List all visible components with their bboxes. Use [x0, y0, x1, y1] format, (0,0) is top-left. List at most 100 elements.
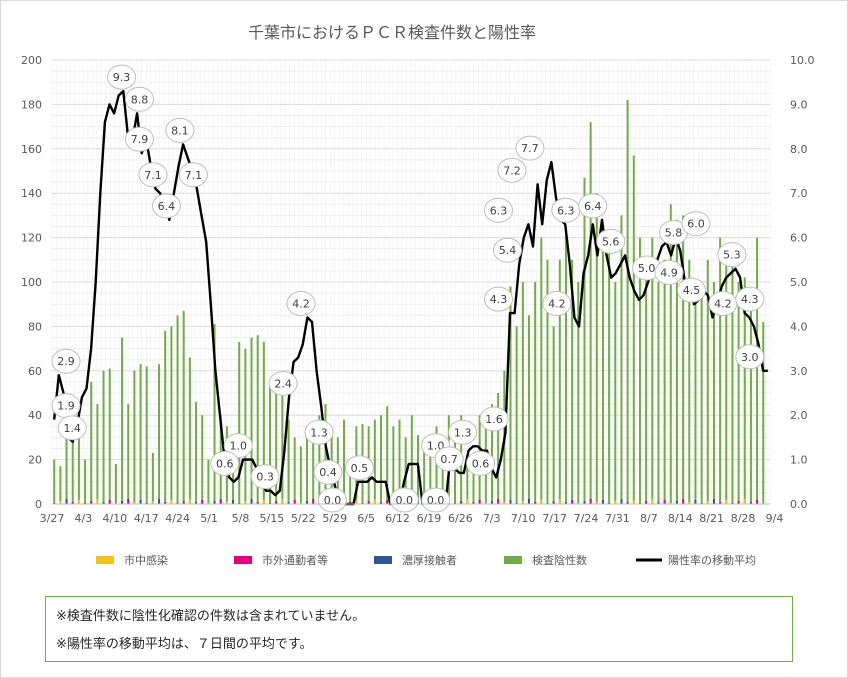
data-label-text: 1.0 [229, 440, 247, 453]
y2-tick-label: 10.0 [790, 54, 815, 67]
x-tick-label: 7/31 [605, 512, 630, 525]
x-tick-label: 7/17 [542, 512, 567, 525]
bar-positive [706, 501, 709, 504]
bar-positive [509, 500, 512, 504]
bar-negative [540, 237, 543, 504]
data-label-bubble [735, 286, 765, 312]
legend: 市中感染 市外通勤者等 濃厚接触者 検査陰性数 陽性率の移動平均 [96, 553, 756, 567]
bar-negative [688, 259, 691, 504]
bar-positive [583, 501, 586, 504]
data-label-bubble [304, 419, 334, 445]
bar-negative [743, 277, 746, 504]
y-tick-label: 140 [21, 187, 42, 200]
data-label-bubble [492, 237, 522, 263]
bar-positive [657, 502, 660, 504]
bar-positive [133, 502, 136, 504]
bar-positive [213, 501, 216, 504]
bar-positive [756, 500, 759, 504]
bar-negative [293, 437, 296, 504]
data-label-bubble [268, 370, 298, 396]
bar-negative [552, 326, 555, 504]
bar-positive [595, 502, 598, 504]
data-label-bubble [107, 64, 137, 90]
bar-negative [71, 399, 74, 504]
bar-positive [380, 502, 383, 504]
y2-tick-label: 8.0 [790, 143, 808, 156]
bar-positive [527, 499, 530, 504]
bar-negative [694, 282, 697, 504]
bar-positive [256, 502, 259, 504]
bar-negative [281, 381, 284, 504]
bar-positive [250, 499, 253, 504]
bar-negative [84, 459, 87, 504]
bar-positive [497, 499, 500, 504]
bar-positive [170, 500, 173, 504]
bar-negative [145, 366, 148, 504]
data-label-bubble [676, 277, 706, 303]
bar-positive [503, 502, 506, 504]
x-tick-label: 4/24 [165, 512, 190, 525]
bar-positive [645, 501, 648, 504]
bar-positive [490, 501, 493, 504]
data-label-text: 1.4 [63, 422, 81, 435]
bar-positive [219, 499, 222, 504]
data-label-text: 6.4 [584, 200, 602, 213]
x-tick-label: 6/19 [417, 512, 442, 525]
bar-negative [398, 419, 401, 504]
bar-positive [749, 502, 752, 504]
bar-positive [626, 502, 629, 504]
data-label-text: 7.1 [144, 169, 162, 182]
data-label-text: 4.3 [490, 293, 508, 306]
pcr-chart: 千葉市におけるＰＣＲ検査件数と陽性率 2.9 1.9 1.4 9.38.8 7.9 7.1… [21, 23, 815, 567]
bar-negative [207, 459, 210, 504]
bar-negative [712, 282, 715, 504]
data-label-text: 7.9 [131, 133, 149, 146]
data-label-text: 1.3 [454, 426, 472, 439]
data-label-bubble [344, 455, 374, 481]
y2-tick-label: 9.0 [790, 98, 808, 111]
data-label-bubble [151, 193, 181, 219]
bar-negative [558, 259, 561, 504]
bar-positive [651, 499, 654, 504]
bar-negative [262, 341, 265, 504]
data-label-bubble [578, 193, 608, 219]
bar-positive [262, 500, 265, 504]
bar-positive [725, 500, 728, 504]
bar-positive [102, 502, 105, 504]
bar-negative [121, 337, 124, 504]
x-tick-label: 7/10 [511, 512, 536, 525]
x-tick-label: 8/21 [699, 512, 724, 525]
data-label-bubble [681, 211, 711, 237]
x-tick-label: 4/10 [102, 512, 127, 525]
data-label-bubble [542, 291, 572, 317]
bar-positive [694, 500, 697, 504]
bar-negative [632, 155, 635, 504]
x-tick-label: 8/7 [640, 512, 658, 525]
legend-swatch [374, 556, 392, 564]
bar-negative [669, 204, 672, 505]
bar-negative [645, 259, 648, 504]
data-label-bubble [596, 228, 626, 254]
data-label-bubble [484, 197, 514, 223]
bar-positive [472, 502, 475, 504]
bar-negative [59, 466, 62, 504]
bar-negative [269, 381, 272, 504]
bar-negative [429, 446, 432, 504]
bar-negative [466, 459, 469, 504]
data-label-bubble [389, 487, 419, 513]
bar-negative [306, 426, 309, 504]
data-label-text: 4.2 [292, 298, 310, 311]
x-tick-label: 8/14 [668, 512, 693, 525]
data-label-text: 6.4 [158, 200, 176, 213]
bar-negative [238, 341, 241, 504]
data-label-text: 4.3 [741, 293, 759, 306]
legend-label: 市外通勤者等 [262, 553, 328, 567]
bar-negative [564, 226, 567, 504]
data-label-bubble [165, 117, 195, 143]
y-tick-label: 0 [35, 498, 42, 511]
y-tick-label: 120 [21, 232, 42, 245]
bar-positive [293, 500, 296, 504]
data-label-bubble [479, 406, 509, 432]
bar-negative [756, 237, 759, 504]
bar-negative [90, 381, 93, 504]
